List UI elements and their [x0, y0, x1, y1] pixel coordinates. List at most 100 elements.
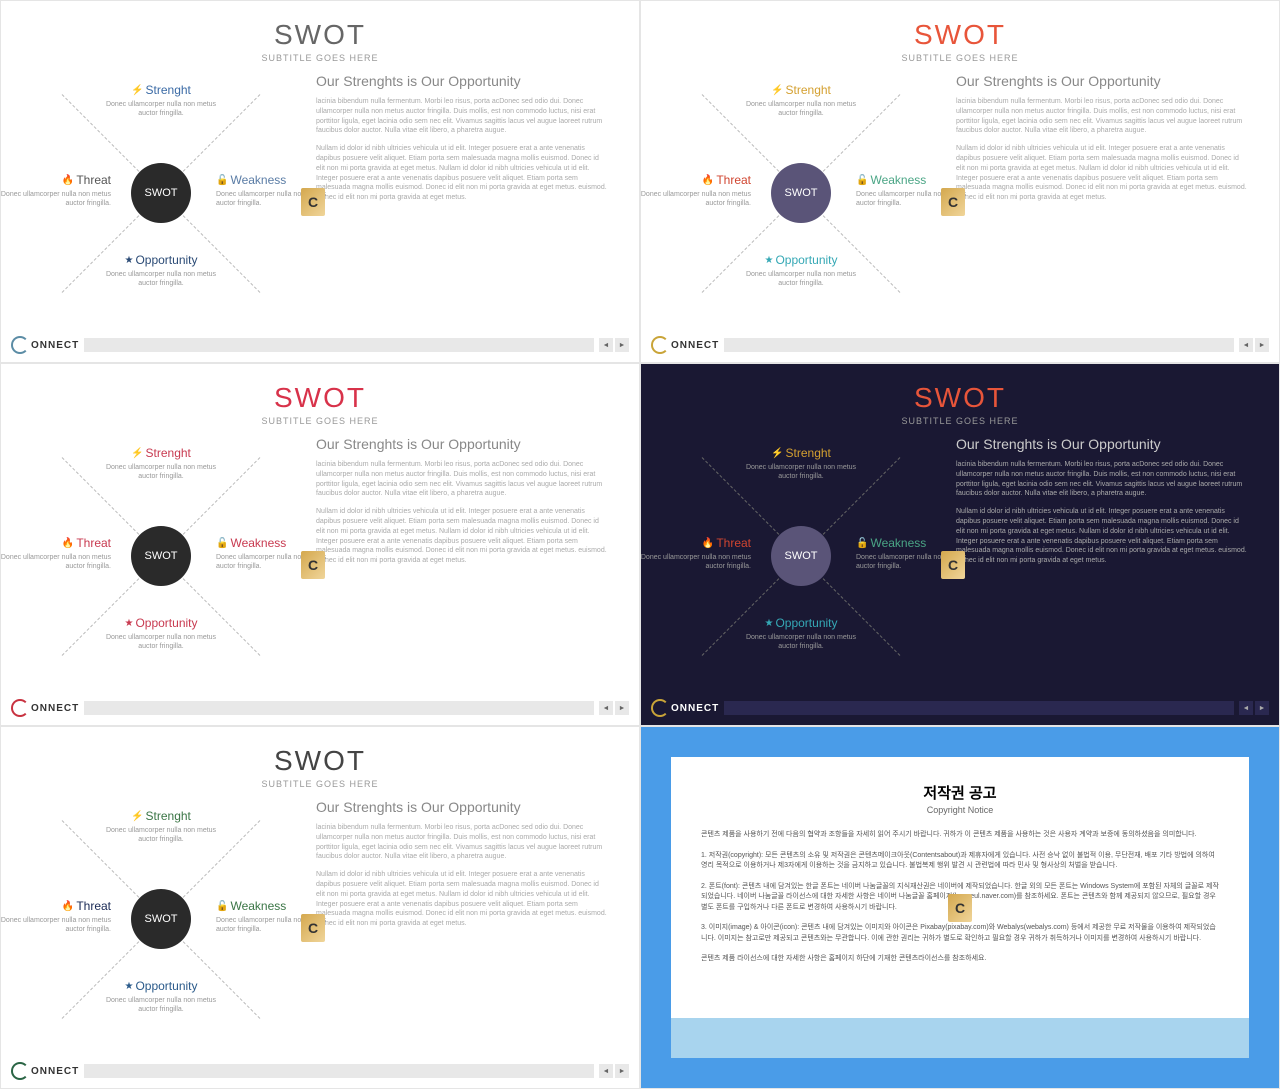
nav-next-button[interactable]: ► — [615, 1064, 629, 1078]
title-area: SWOT SUBTITLE GOES HERE — [1, 1, 639, 63]
slide-subtitle: SUBTITLE GOES HERE — [1, 416, 639, 426]
swot-circle: SWOT — [771, 163, 831, 223]
logo-text: ONNECT — [31, 1066, 79, 1077]
threat-icon: 🔥 — [702, 538, 714, 549]
quad-threat: 🔥 Threat Donec ullamcorper nulla non met… — [640, 536, 751, 571]
swot-slide: SWOT SUBTITLE GOES HERE SWOT ⚡ Strenght … — [0, 726, 640, 1089]
slide-footer: ONNECT ◄ ► — [651, 699, 1269, 717]
logo-text: ONNECT — [671, 340, 719, 351]
swot-diagram: SWOT ⚡ Strenght Donec ullamcorper nulla … — [21, 436, 301, 676]
quad-opportunity: ★ Opportunity Donec ullamcorper nulla no… — [101, 253, 221, 288]
quad-threat-label: 🔥 Threat — [0, 899, 111, 913]
nav-prev-button[interactable]: ◄ — [599, 338, 613, 352]
quad-opportunity-desc: Donec ullamcorper nulla non metus auctor… — [741, 270, 861, 288]
quad-opportunity-label: ★ Opportunity — [741, 616, 861, 630]
weakness-icon: 🔓 — [216, 538, 228, 549]
nav-prev-button[interactable]: ◄ — [1239, 338, 1253, 352]
quad-weakness-label: 🔓 Weakness — [856, 173, 976, 187]
logo-circle-icon — [651, 699, 669, 717]
footer-bar — [724, 701, 1234, 715]
quad-weakness-label: 🔓 Weakness — [216, 536, 336, 550]
footer-bar — [84, 338, 594, 352]
nav-prev-button[interactable]: ◄ — [1239, 701, 1253, 715]
nav-next-button[interactable]: ► — [1255, 701, 1269, 715]
watermark-badge: C — [301, 188, 325, 216]
quad-opportunity-label: ★ Opportunity — [101, 979, 221, 993]
text-column: Our Strenghts is Our Opportunity lacinia… — [316, 73, 619, 313]
swot-slide: SWOT SUBTITLE GOES HERE SWOT ⚡ Strenght … — [640, 363, 1280, 726]
connect-logo: ONNECT — [11, 336, 79, 354]
slide-content: SWOT ⚡ Strenght Donec ullamcorper nulla … — [641, 426, 1279, 676]
quad-strength: ⚡ Strenght Donec ullamcorper nulla non m… — [101, 83, 221, 118]
quad-opportunity-desc: Donec ullamcorper nulla non metus auctor… — [101, 633, 221, 651]
nav-next-button[interactable]: ► — [615, 338, 629, 352]
nav-next-button[interactable]: ► — [1255, 338, 1269, 352]
watermark-badge: C — [301, 551, 325, 579]
text-heading: Our Strenghts is Our Opportunity — [316, 799, 609, 815]
slide-footer: ONNECT ◄ ► — [651, 336, 1269, 354]
slide-title: SWOT — [641, 19, 1279, 51]
quad-strength: ⚡ Strenght Donec ullamcorper nulla non m… — [741, 83, 861, 118]
text-body: lacinia bibendum nulla fermentum. Morbi … — [316, 823, 609, 929]
quad-strength-desc: Donec ullamcorper nulla non metus auctor… — [741, 100, 861, 118]
text-column: Our Strenghts is Our Opportunity lacinia… — [956, 73, 1259, 313]
quad-threat: 🔥 Threat Donec ullamcorper nulla non met… — [0, 536, 111, 571]
nav-buttons: ◄ ► — [1239, 701, 1269, 715]
text-heading: Our Strenghts is Our Opportunity — [316, 436, 609, 452]
text-column: Our Strenghts is Our Opportunity lacinia… — [956, 436, 1259, 676]
text-body: lacinia bibendum nulla fermentum. Morbi … — [956, 460, 1249, 566]
text-column: Our Strenghts is Our Opportunity lacinia… — [316, 799, 619, 1039]
slide-subtitle: SUBTITLE GOES HERE — [1, 779, 639, 789]
threat-icon: 🔥 — [702, 175, 714, 186]
connect-logo: ONNECT — [11, 699, 79, 717]
quad-opportunity-label: ★ Opportunity — [101, 253, 221, 267]
slide-content: SWOT ⚡ Strenght Donec ullamcorper nulla … — [1, 789, 639, 1039]
quad-threat: 🔥 Threat Donec ullamcorper nulla non met… — [640, 173, 751, 208]
logo-text: ONNECT — [31, 340, 79, 351]
quad-threat: 🔥 Threat Donec ullamcorper nulla non met… — [0, 173, 111, 208]
slide-footer: ONNECT ◄ ► — [11, 336, 629, 354]
quad-opportunity: ★ Opportunity Donec ullamcorper nulla no… — [741, 253, 861, 288]
quad-opportunity-label: ★ Opportunity — [741, 253, 861, 267]
quad-opportunity: ★ Opportunity Donec ullamcorper nulla no… — [101, 616, 221, 651]
opportunity-icon: ★ — [124, 981, 133, 992]
quad-weakness-label: 🔓 Weakness — [216, 173, 336, 187]
connect-logo: ONNECT — [11, 1062, 79, 1080]
swot-diagram: SWOT ⚡ Strenght Donec ullamcorper nulla … — [21, 73, 301, 313]
watermark-badge: C — [301, 914, 325, 942]
quad-opportunity-desc: Donec ullamcorper nulla non metus auctor… — [101, 996, 221, 1014]
quad-strength-label: ⚡ Strenght — [741, 446, 861, 460]
nav-next-button[interactable]: ► — [615, 701, 629, 715]
connect-logo: ONNECT — [651, 336, 719, 354]
quad-weakness-label: 🔓 Weakness — [856, 536, 976, 550]
quad-strength-label: ⚡ Strenght — [741, 83, 861, 97]
text-heading: Our Strenghts is Our Opportunity — [956, 73, 1249, 89]
quad-opportunity: ★ Opportunity Donec ullamcorper nulla no… — [741, 616, 861, 651]
text-heading: Our Strenghts is Our Opportunity — [316, 73, 609, 89]
quad-threat-desc: Donec ullamcorper nulla non metus auctor… — [0, 916, 111, 934]
slide-title: SWOT — [1, 19, 639, 51]
swot-circle: SWOT — [131, 163, 191, 223]
quad-opportunity-desc: Donec ullamcorper nulla non metus auctor… — [741, 633, 861, 651]
quad-strength: ⚡ Strenght Donec ullamcorper nulla non m… — [101, 446, 221, 481]
quad-strength: ⚡ Strenght Donec ullamcorper nulla non m… — [101, 809, 221, 844]
nav-prev-button[interactable]: ◄ — [599, 1064, 613, 1078]
quad-threat-label: 🔥 Threat — [640, 536, 751, 550]
watermark-badge: C — [948, 894, 972, 922]
text-body: lacinia bibendum nulla fermentum. Morbi … — [316, 460, 609, 566]
text-body: lacinia bibendum nulla fermentum. Morbi … — [956, 97, 1249, 203]
strength-icon: ⚡ — [131, 85, 143, 96]
quad-weakness-label: 🔓 Weakness — [216, 899, 336, 913]
notice-title-en: Copyright Notice — [701, 805, 1219, 815]
watermark-badge: C — [941, 551, 965, 579]
connect-logo: ONNECT — [651, 699, 719, 717]
nav-prev-button[interactable]: ◄ — [599, 701, 613, 715]
weakness-icon: 🔓 — [856, 175, 868, 186]
nav-buttons: ◄ ► — [599, 1064, 629, 1078]
threat-icon: 🔥 — [62, 538, 74, 549]
quad-threat-desc: Donec ullamcorper nulla non metus auctor… — [0, 190, 111, 208]
logo-circle-icon — [11, 699, 29, 717]
footer-bar — [84, 701, 594, 715]
slide-subtitle: SUBTITLE GOES HERE — [641, 416, 1279, 426]
text-body: lacinia bibendum nulla fermentum. Morbi … — [316, 97, 609, 203]
